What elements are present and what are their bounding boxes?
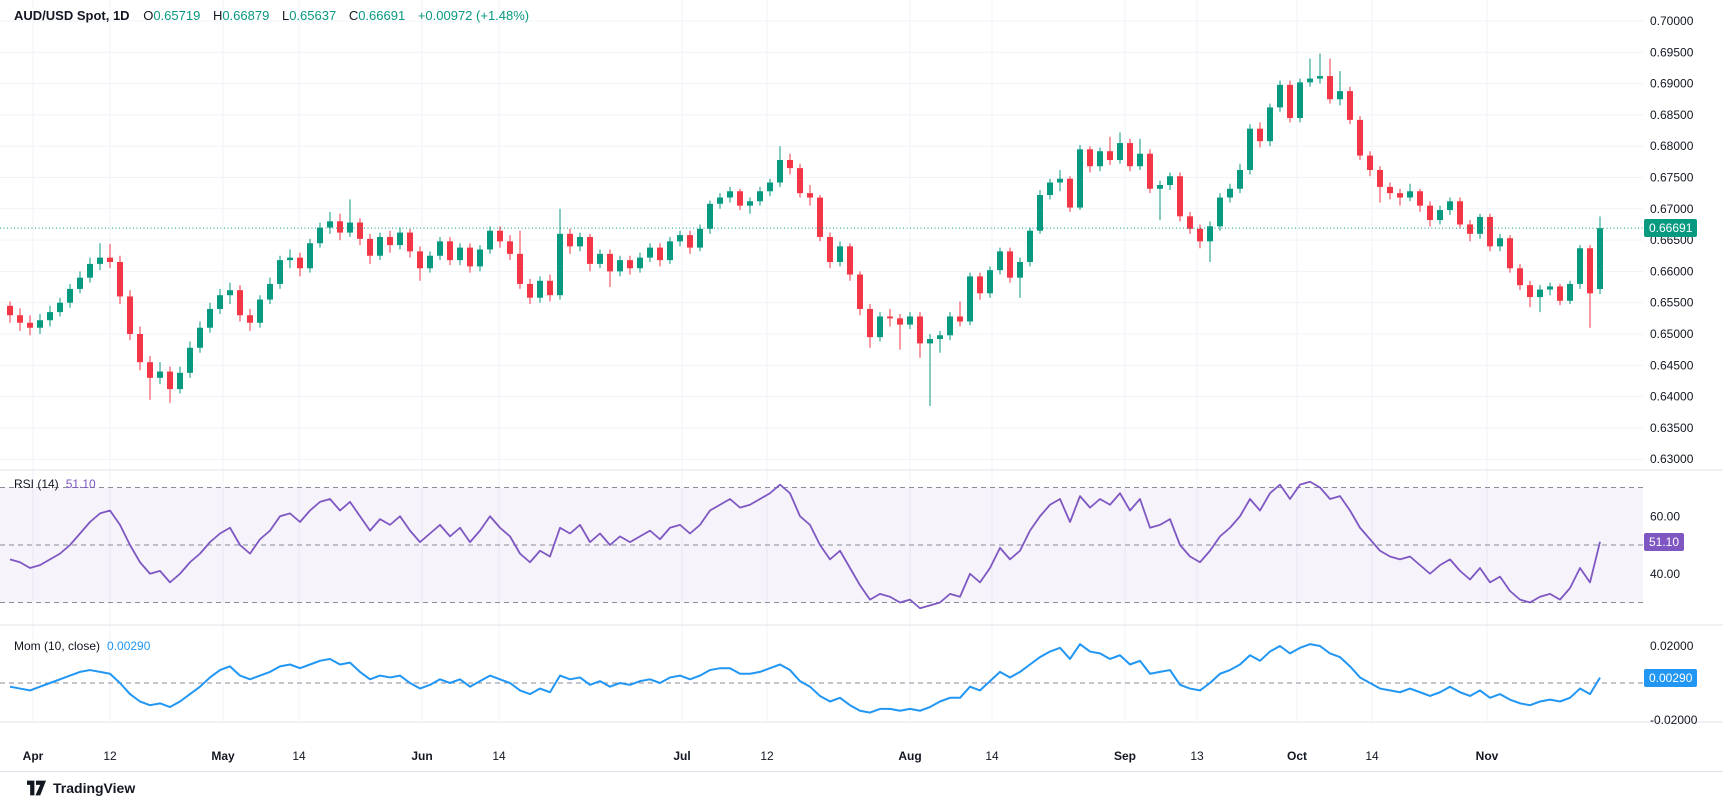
change-value: +0.00972 (+1.48%): [417, 8, 530, 23]
svg-text:14: 14: [492, 749, 506, 763]
svg-text:0.69000: 0.69000: [1650, 77, 1694, 91]
svg-text:0.67500: 0.67500: [1650, 171, 1694, 185]
ohlc-legend[interactable]: AUD/USD Spot, 1D O0.65719 H0.66879 L0.65…: [14, 8, 529, 23]
svg-text:0.68000: 0.68000: [1650, 139, 1694, 153]
last-price-badge: 0.66691: [1644, 219, 1698, 237]
svg-text:14: 14: [985, 749, 999, 763]
svg-text:12: 12: [760, 749, 774, 763]
price-axis-labels: 0.70000 0.69500 0.69000 0.68500 0.68000 0.675…: [1650, 14, 1694, 466]
rsi-axis-labels: 60.00 40.00: [1650, 509, 1680, 581]
svg-text:0.65500: 0.65500: [1650, 296, 1694, 310]
svg-text:Apr: Apr: [23, 749, 44, 763]
low-value: 0.65637: [289, 8, 337, 23]
svg-text:0.64000: 0.64000: [1650, 390, 1694, 404]
svg-text:Jul: Jul: [673, 749, 690, 763]
svg-text:Sep: Sep: [1114, 749, 1136, 763]
dashed-levels: [0, 487, 1643, 684]
close-value: 0.66691: [358, 8, 406, 23]
high-value: 0.66879: [222, 8, 270, 23]
svg-text:May: May: [211, 749, 235, 763]
chart-canvas[interactable]: 0.70000 0.69500 0.69000 0.68500 0.68000 0.675…: [0, 0, 1723, 771]
svg-text:0.66000: 0.66000: [1650, 264, 1694, 278]
svg-text:-0.02000: -0.02000: [1650, 713, 1698, 727]
svg-text:0.70000: 0.70000: [1650, 14, 1694, 28]
symbol-title: AUD/USD Spot, 1D: [14, 8, 130, 23]
tradingview-logo-icon: [27, 780, 46, 796]
footer-bar: TradingView: [0, 771, 1723, 803]
low-label: L: [281, 8, 290, 23]
time-axis-labels: Apr 12 May 14 Jun 14 Jul 12 Aug 14 Sep 13 Oct 14 Nov: [23, 749, 1499, 763]
svg-text:13: 13: [1190, 749, 1204, 763]
candlesticks: [7, 53, 1603, 406]
svg-text:0.67000: 0.67000: [1650, 202, 1694, 216]
mom-label: Mom (10, close): [14, 639, 101, 653]
svg-text:0.68500: 0.68500: [1650, 108, 1694, 122]
rsi-line: [9, 480, 1601, 610]
svg-text:Aug: Aug: [898, 749, 921, 763]
close-label: C: [348, 8, 359, 23]
svg-text:14: 14: [292, 749, 306, 763]
svg-text:0.02000: 0.02000: [1650, 639, 1694, 653]
svg-text:0.65000: 0.65000: [1650, 327, 1694, 341]
svg-text:12: 12: [103, 749, 117, 763]
tradingview-brand-label: TradingView: [53, 780, 136, 796]
svg-text:60.00: 60.00: [1650, 509, 1680, 523]
gridlines: [0, 0, 1723, 723]
rsi-value-badge: 51.10: [1644, 533, 1685, 551]
open-label: O: [143, 8, 154, 23]
momentum-line: [9, 643, 1601, 714]
svg-text:Oct: Oct: [1287, 749, 1307, 763]
mom-value-badge: 0.00290: [1644, 669, 1698, 687]
svg-text:0.63500: 0.63500: [1650, 421, 1694, 435]
high-label: H: [212, 8, 223, 23]
mom-value: 0.00290: [107, 639, 151, 653]
svg-text:0.64500: 0.64500: [1650, 358, 1694, 372]
rsi-label: RSI (14): [14, 477, 59, 491]
svg-text:0.69500: 0.69500: [1650, 45, 1694, 59]
rsi-legend[interactable]: RSI (14) 51.10: [14, 477, 96, 491]
svg-text:Nov: Nov: [1476, 749, 1499, 763]
svg-text:40.00: 40.00: [1650, 567, 1680, 581]
tradingview-brand[interactable]: TradingView: [27, 780, 135, 796]
svg-text:0.63000: 0.63000: [1650, 452, 1694, 466]
rsi-value: 51.10: [65, 477, 96, 491]
open-value: 0.65719: [153, 8, 201, 23]
svg-text:Jun: Jun: [411, 749, 432, 763]
mom-legend[interactable]: Mom (10, close) 0.00290: [14, 639, 150, 653]
svg-text:14: 14: [1365, 749, 1379, 763]
